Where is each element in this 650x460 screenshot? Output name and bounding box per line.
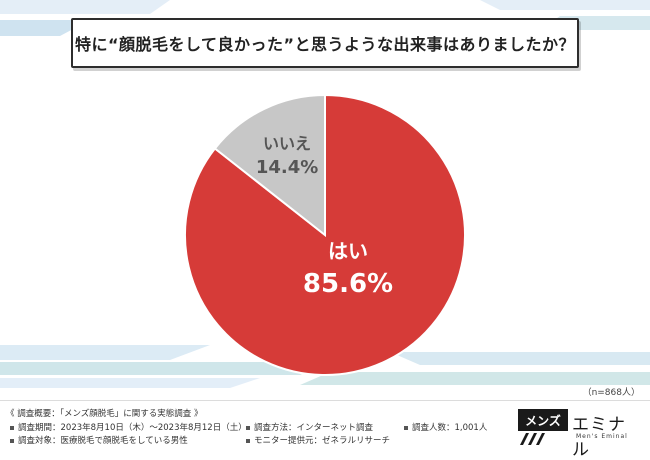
footer-divider [0,400,650,401]
survey-target: 調査対象：医療脱毛で顔脱毛をしている男性 [10,434,188,446]
slice-label-2: いいえ [263,134,311,153]
logo-sub-text: Men's Eminal [576,433,628,440]
pie-slice-2 [213,93,326,238]
sample-size: （n=868人） [582,388,640,398]
mens-eminal-logo: メンズ エミナル Men's Eminal [518,409,642,460]
question-title-box: 特に“顔脱毛をして良かった”と思うような出来事はありましたか？ [71,18,579,68]
logo-boxed-text: メンズ [518,409,568,431]
pie-chart: はい 85.6% いいえ 14.4% [184,93,466,376]
background-stripes [0,0,650,388]
slice-label-1: はい [328,239,368,263]
slice-value-2: 14.4% [256,157,318,178]
question-title: 特に“顔脱毛をして良かった”と思うような出来事はありましたか？ [74,35,576,54]
survey-provider: モニター提供元：ゼネラルリサーチ [246,434,390,446]
logo-stripes [520,433,545,445]
survey-heading: 《 調査概要：「メンズ顔脱毛」に関する実態調査 》 [6,409,203,419]
survey-method: 調査方法：インターネット調査 [246,421,373,433]
slice-value-1: 85.6% [303,269,393,299]
survey-period: 調査期間：2023年8月10日（木）〜2023年8月12日（土） [10,421,247,433]
survey-count: 調査人数：1,001人 [404,421,487,433]
